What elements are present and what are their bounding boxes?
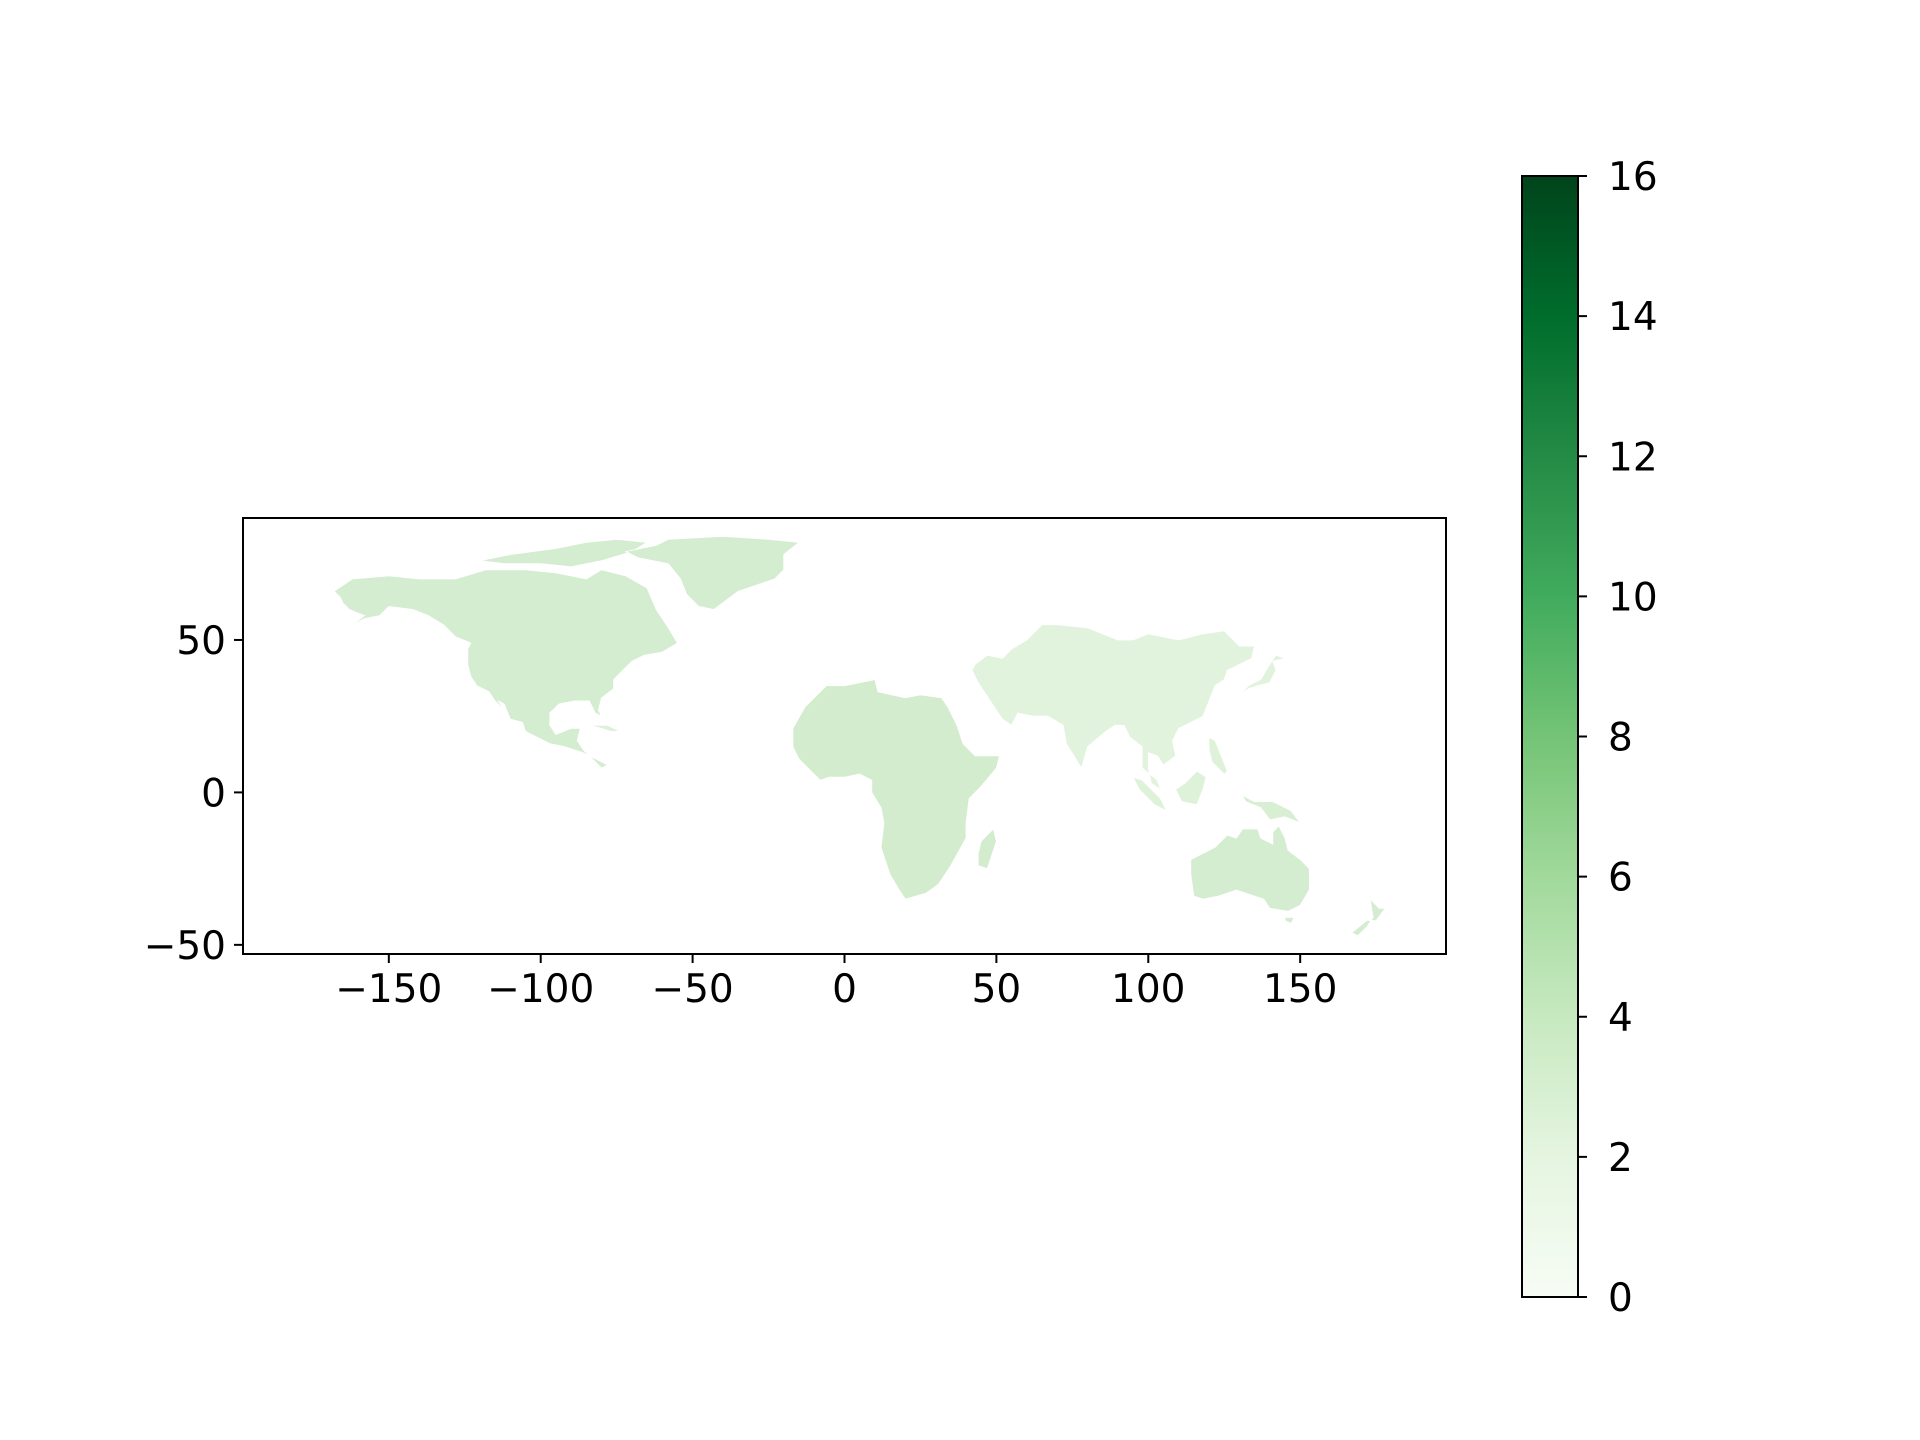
region-new-guinea [1241,794,1302,824]
region-philippines [1208,736,1228,775]
region-japan [1239,654,1287,696]
colorbar-gradient [1522,176,1578,1297]
region-borneo [1175,770,1207,806]
map-regions [333,535,1386,937]
x-tick-label: −100 [487,967,594,1012]
region-asia [971,624,1256,791]
colorbar-tick-label: 0 [1608,1276,1633,1321]
region-madagascar [977,828,997,870]
region-new-zealand [1351,897,1386,937]
y-axis-ticks: 50 0 −50 [144,619,243,969]
colorbar-tick-label: 4 [1608,996,1633,1041]
colorbar-tick-label: 2 [1608,1136,1633,1181]
x-tick-label: 0 [832,967,857,1012]
region-arctic-archipelago [479,538,649,568]
colorbar-tick-label: 6 [1608,856,1633,901]
region-australia [1190,825,1310,912]
y-tick-label: 50 [176,619,226,664]
x-tick-label: −150 [335,967,442,1012]
colorbar-ticks: 0 2 4 6 8 10 12 14 16 [1578,155,1658,1321]
region-sumatra [1132,776,1168,812]
colorbar: 0 2 4 6 8 10 12 14 16 [1521,155,1658,1321]
colorbar-tick-label: 16 [1608,155,1658,200]
region-caribbean [589,724,620,732]
region-africa [792,679,1000,900]
x-tick-label: 100 [1111,967,1185,1012]
colorbar-tick-label: 14 [1608,295,1658,340]
map-axes: −150 −100 −50 0 50 100 150 50 0 −50 [144,517,1447,1012]
colorbar-tick-label: 12 [1608,435,1658,480]
x-tick-label: −50 [651,967,733,1012]
y-tick-label: 0 [201,771,226,816]
region-greenland [624,535,800,610]
region-north-america [333,569,678,769]
colorbar-tick-label: 10 [1608,575,1658,620]
region-tasmania [1284,917,1295,925]
x-axis-ticks: −150 −100 −50 0 50 100 150 [335,954,1337,1012]
x-tick-label: 150 [1263,967,1337,1012]
colorbar-tick-label: 8 [1608,716,1633,761]
y-tick-label: −50 [144,924,226,969]
x-tick-label: 50 [972,967,1022,1012]
